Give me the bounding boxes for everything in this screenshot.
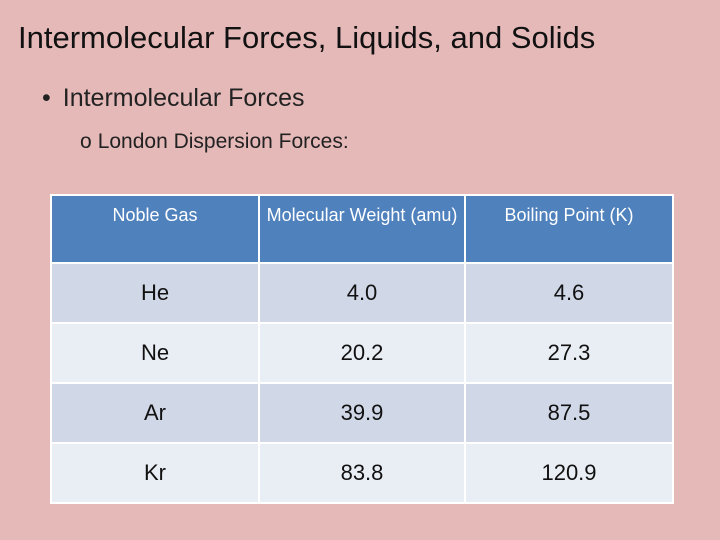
noble-gas-table: Noble Gas Molecular Weight (amu) Boiling… — [50, 194, 674, 504]
cell-weight: 4.0 — [258, 262, 466, 324]
table-row: Kr 83.8 120.9 — [50, 442, 674, 504]
header-boiling-point: Boiling Point (K) — [464, 194, 674, 264]
cell-boiling-point: 120.9 — [464, 442, 674, 504]
header-noble-gas: Noble Gas — [50, 194, 260, 264]
header-molecular-weight: Molecular Weight (amu) — [258, 194, 466, 264]
bullet-text: Intermolecular Forces — [62, 84, 305, 112]
table-row: He 4.0 4.6 — [50, 262, 674, 324]
sub-bullet-item: o London Dispersion Forces: — [80, 130, 349, 154]
cell-weight: 20.2 — [258, 322, 466, 384]
cell-gas: Kr — [50, 442, 260, 504]
cell-gas: Ar — [50, 382, 260, 444]
table-header-row: Noble Gas Molecular Weight (amu) Boiling… — [50, 194, 674, 264]
cell-gas: He — [50, 262, 260, 324]
cell-boiling-point: 27.3 — [464, 322, 674, 384]
bullet-item: • Intermolecular Forces — [42, 84, 305, 113]
table-row: Ne 20.2 27.3 — [50, 322, 674, 384]
table-row: Ar 39.9 87.5 — [50, 382, 674, 444]
cell-boiling-point: 4.6 — [464, 262, 674, 324]
cell-boiling-point: 87.5 — [464, 382, 674, 444]
cell-weight: 83.8 — [258, 442, 466, 504]
sub-bullet-marker: o — [80, 130, 92, 153]
bullet-marker: • — [42, 84, 51, 112]
slide-title: Intermolecular Forces, Liquids, and Soli… — [18, 20, 596, 55]
cell-gas: Ne — [50, 322, 260, 384]
sub-bullet-text: London Dispersion Forces: — [97, 130, 349, 153]
cell-weight: 39.9 — [258, 382, 466, 444]
